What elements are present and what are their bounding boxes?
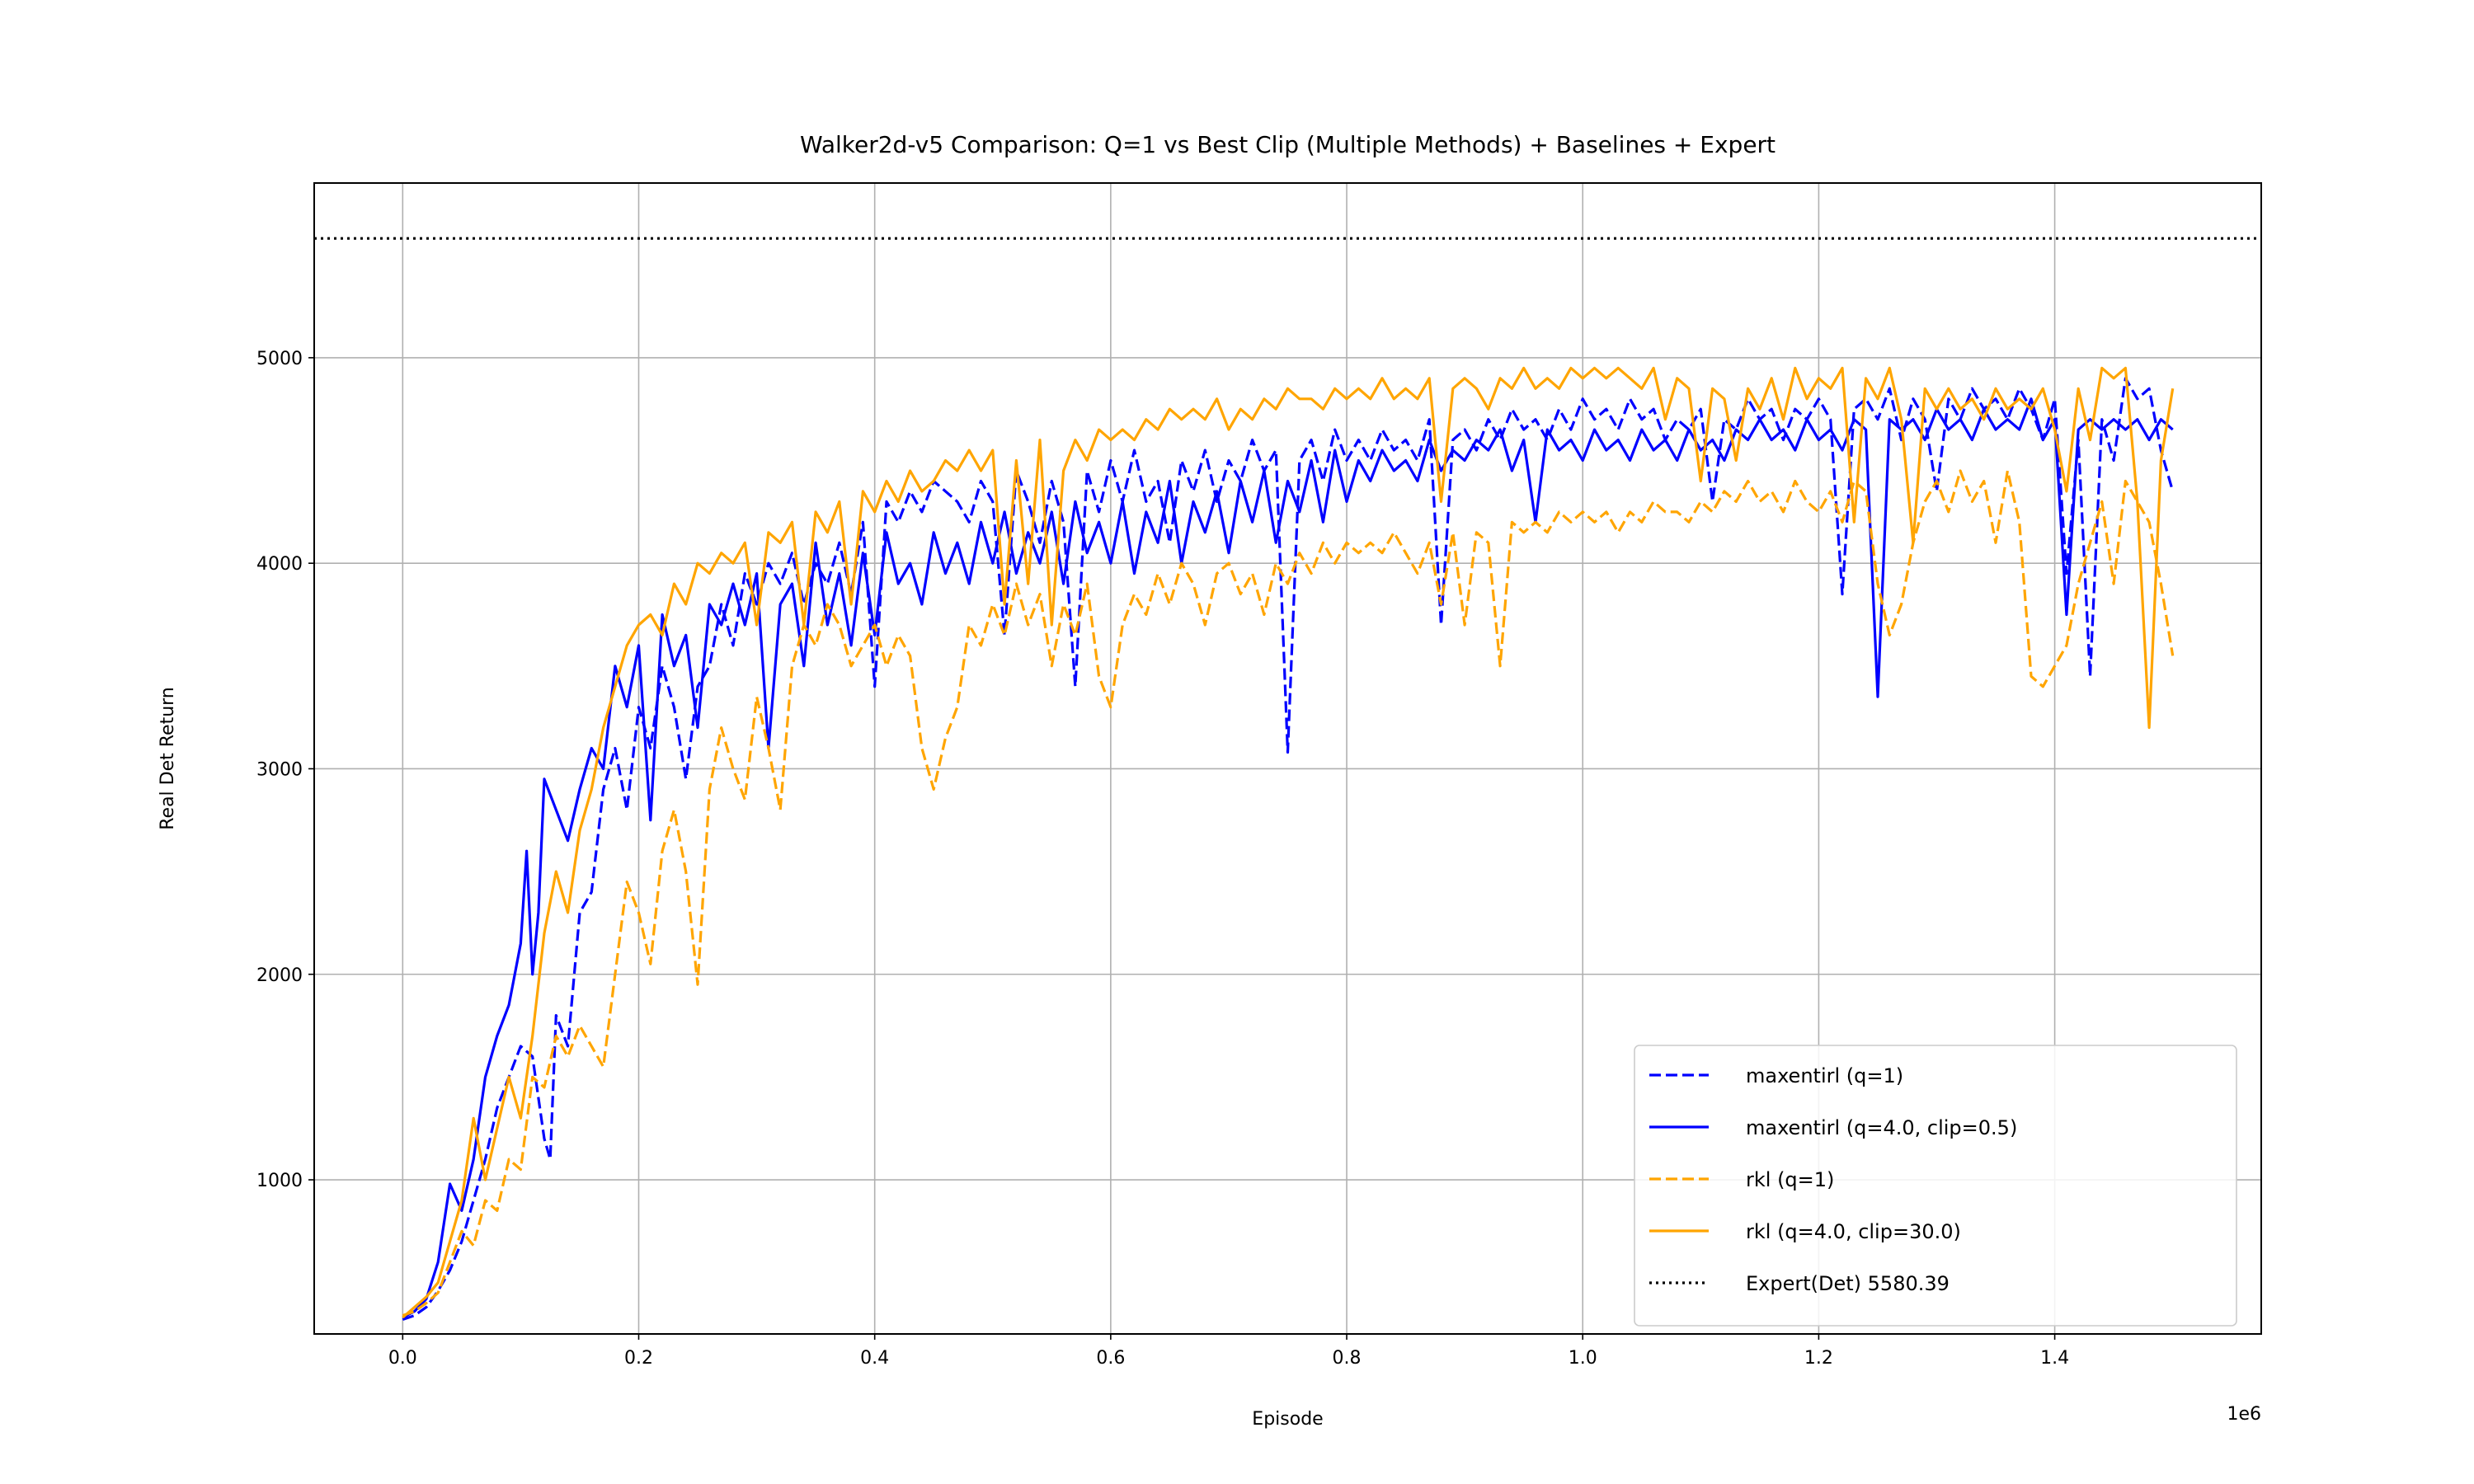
legend: maxentirl (q=1) maxentirl (q=4.0, clip=0.… — [1634, 1045, 2237, 1327]
legend-label: maxentirl (q=4.0, clip=0.5) — [1746, 1116, 2017, 1139]
legend-label: rkl (q=1) — [1746, 1168, 1834, 1191]
legend-box — [1634, 1045, 2237, 1327]
y-tick-label: 4000 — [256, 554, 303, 575]
x-tick-label: 0.4 — [860, 1348, 889, 1369]
grid — [314, 183, 2261, 1334]
x-tick-label: 0.0 — [388, 1348, 417, 1369]
series-line — [402, 366, 2175, 1319]
y-tick-label: 1000 — [256, 1171, 303, 1191]
x-tick-label: 1.4 — [2040, 1348, 2069, 1369]
legend-label: maxentirl (q=1) — [1746, 1064, 1903, 1087]
x-tick-label: 0.6 — [1096, 1348, 1125, 1369]
legend-label: rkl (q=4.0, clip=30.0) — [1746, 1220, 1961, 1243]
x-tick-label: 1.2 — [1804, 1348, 1833, 1369]
y-tick-label: 5000 — [256, 349, 303, 369]
x-tick-label: 1.0 — [1569, 1348, 1597, 1369]
x-tick-label: 0.8 — [1333, 1348, 1362, 1369]
chart-title: Walker2d-v5 Comparison: Q=1 vs Best Clip… — [800, 131, 1776, 158]
y-tick-label: 3000 — [256, 759, 303, 780]
y-tick-label: 2000 — [256, 965, 303, 986]
ticks: 0.0 0.2 0.4 0.6 0.8 1.0 1.2 1.4 1000 2000 3000 4000… — [256, 349, 2069, 1369]
series-line — [402, 377, 2175, 1322]
series-line — [402, 397, 2174, 1319]
y-axis-label: Real Det Return — [158, 687, 178, 830]
legend-label: Expert(Det) 5580.39 — [1746, 1272, 1950, 1295]
series-layer — [402, 366, 2175, 1322]
x-axis-label: Episode — [1252, 1409, 1323, 1430]
x-axis-offset-text: 1e6 — [2227, 1404, 2261, 1425]
plot-frame — [313, 182, 2262, 1335]
series-line — [402, 469, 2175, 1317]
x-tick-label: 0.2 — [624, 1348, 653, 1369]
